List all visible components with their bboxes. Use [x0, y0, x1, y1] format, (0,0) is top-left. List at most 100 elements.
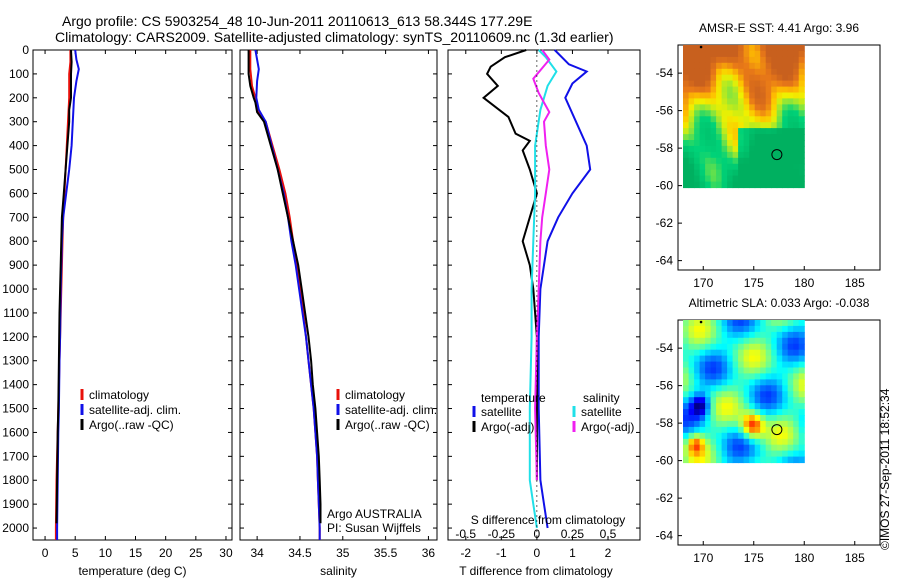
- sla-map-cell: [688, 343, 695, 351]
- sla-map-cell: [749, 420, 756, 428]
- sla-map-cell: [798, 444, 805, 452]
- sla-map-cell: [727, 397, 734, 404]
- sla-map-cell: [760, 361, 767, 369]
- sst-map-ytick-label: -64: [656, 254, 674, 268]
- sst-map-cell: [798, 45, 805, 52]
- sla-map-cell: [716, 415, 723, 422]
- sla-map-cell: [771, 426, 778, 434]
- sst-map-cell: [749, 128, 756, 135]
- sst-map-cell: [760, 74, 767, 82]
- sla-map-title: Altimetric SLA: 0.033 Argo: -0.038: [689, 296, 870, 310]
- sst-map-cell: [732, 175, 739, 183]
- sla-map-cell: [721, 385, 728, 392]
- sla-map-cell: [782, 409, 789, 416]
- sst-map-cell: [771, 151, 778, 159]
- sla-map-cell: [787, 432, 794, 440]
- sst-map-cell: [798, 110, 805, 117]
- difference-series-3-line: [532, 49, 551, 481]
- sla-map-cell: [765, 438, 772, 446]
- sla-map-cell: [699, 325, 706, 333]
- sst-map-cell: [732, 169, 739, 177]
- sla-map-cell: [776, 391, 783, 398]
- sst-map-cell: [754, 86, 761, 94]
- sst-map-cell: [749, 92, 756, 99]
- sla-map-cell: [782, 444, 789, 452]
- sst-map-cell: [738, 62, 745, 70]
- sla-map-cell: [765, 325, 772, 333]
- sla-map-cell: [760, 343, 767, 351]
- figure-title-line1: Argo profile: CS 5903254_48 10-Jun-2011 …: [62, 13, 532, 29]
- sst-map-cell: [727, 86, 734, 94]
- sst-map-cell: [694, 50, 701, 58]
- sla-map-cell: [727, 349, 734, 357]
- sst-map-cell: [771, 56, 778, 64]
- sst-map-cell: [694, 98, 701, 105]
- sst-map-cell: [688, 128, 695, 135]
- sst-map-cell: [771, 62, 778, 70]
- sla-map-cell: [793, 331, 800, 339]
- sst-map-cell: [727, 98, 734, 105]
- sst-map-cell: [749, 45, 756, 52]
- sst-map-cell: [765, 62, 772, 70]
- sla-map-cell: [760, 456, 767, 464]
- sla-map-cell: [705, 432, 712, 440]
- sst-map-cell: [765, 74, 772, 82]
- sla-map-cell: [705, 426, 712, 434]
- sst-map-cell: [743, 92, 750, 99]
- sst-map-cell: [743, 56, 750, 64]
- sla-map-cell: [776, 397, 783, 404]
- sst-map-cell: [683, 56, 690, 64]
- sla-map-cell: [721, 343, 728, 351]
- sla-map-cell: [771, 320, 778, 327]
- sla-map-cell: [705, 456, 712, 464]
- sla-map-cell: [798, 426, 805, 434]
- s-tick-label: -0.5: [455, 527, 476, 541]
- sst-map-cell: [710, 92, 717, 99]
- sst-map-cell: [710, 98, 717, 105]
- sst-map-cell: [732, 128, 739, 135]
- sla-map-cell: [694, 420, 701, 428]
- sst-map-cell: [749, 175, 756, 183]
- difference-series-0-line: [537, 49, 592, 529]
- sst-map-cell: [787, 74, 794, 82]
- sst-map-cell: [699, 140, 706, 147]
- sla-map-cell: [710, 415, 717, 422]
- sla-map-cell: [732, 426, 739, 434]
- sst-map-cell: [798, 157, 805, 165]
- sst-map-cell: [732, 134, 739, 141]
- sla-map-cell: [787, 397, 794, 404]
- sst-map-cell: [721, 86, 728, 94]
- sst-map-cell: [699, 175, 706, 183]
- sst-map-cell: [765, 163, 772, 171]
- sla-map-cell: [749, 385, 756, 392]
- sla-map-cell: [699, 391, 706, 398]
- sla-map-cell: [732, 409, 739, 416]
- sla-map-cell: [754, 420, 761, 428]
- sla-map-cell: [743, 343, 750, 351]
- sla-map-cell: [683, 320, 690, 327]
- sla-map-cell: [688, 403, 695, 410]
- sla-map-cell: [787, 337, 794, 345]
- sst-map-cell: [793, 163, 800, 171]
- sst-map-cell: [765, 128, 772, 135]
- sst-map-cell: [732, 62, 739, 70]
- sst-map-cell: [732, 74, 739, 82]
- pi-name-label: PI: Susan Wijffels: [327, 521, 421, 535]
- sla-map-cell: [721, 367, 728, 374]
- sst-map-cell: [688, 80, 695, 88]
- sla-map-cell: [798, 397, 805, 404]
- sst-map-cell: [743, 50, 750, 58]
- sst-map-cell: [727, 92, 734, 99]
- sst-map-cell: [771, 128, 778, 135]
- sst-map-cell: [798, 74, 805, 82]
- sst-map-cell: [683, 92, 690, 99]
- sst-map-cell: [716, 175, 723, 183]
- sst-map-cell: [732, 181, 739, 189]
- sla-map-cell: [710, 361, 717, 369]
- sla-map-xtick-label: 175: [744, 551, 764, 565]
- sst-map-cell: [776, 151, 783, 159]
- sst-map-cell: [749, 157, 756, 165]
- sla-map-cell: [743, 331, 750, 339]
- sst-map-cell: [782, 116, 789, 123]
- sst-map-xtick-label: 185: [845, 276, 865, 290]
